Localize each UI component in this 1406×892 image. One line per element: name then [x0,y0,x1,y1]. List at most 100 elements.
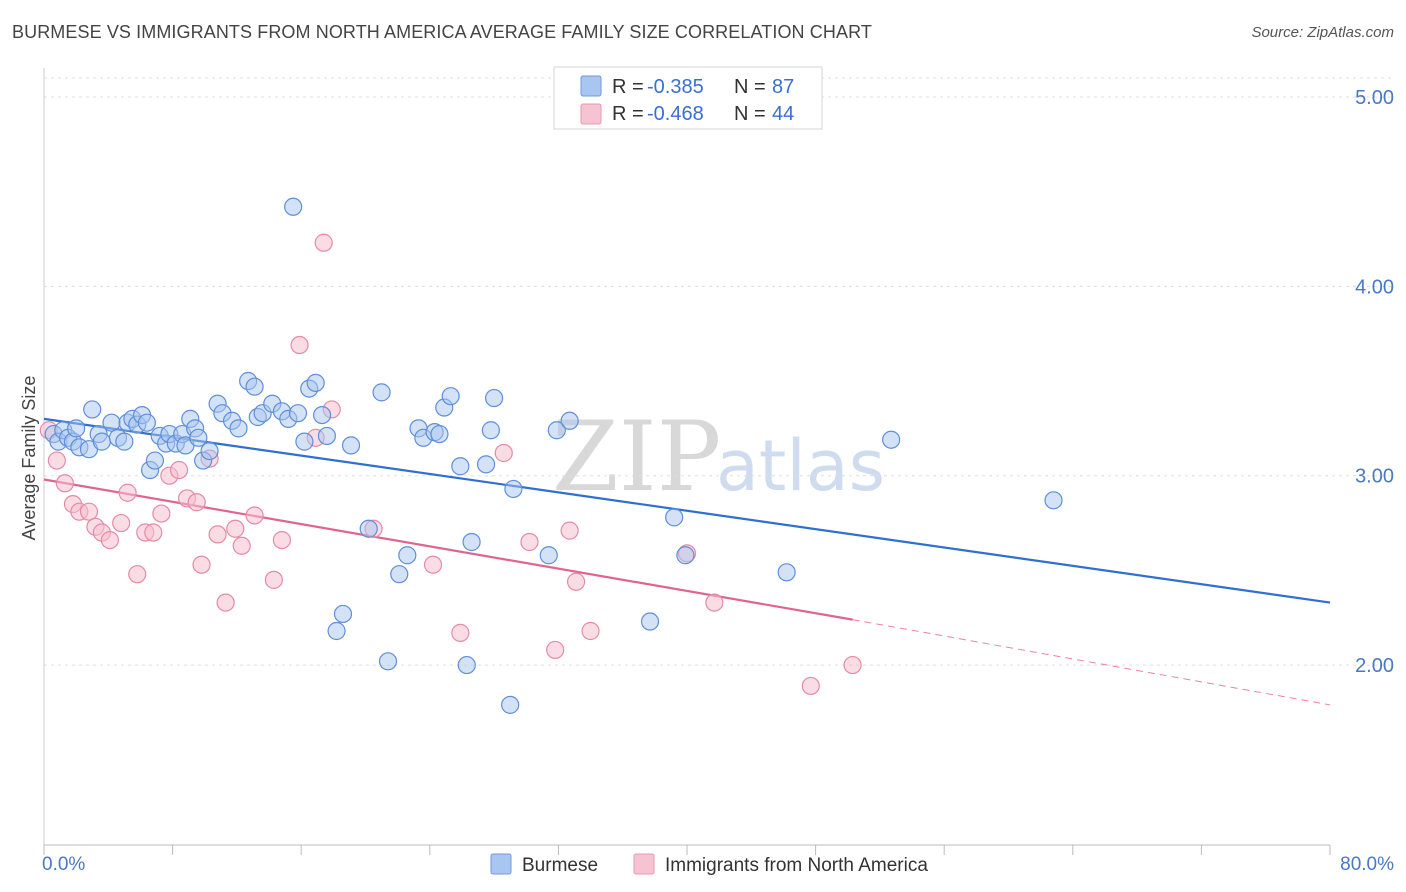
point-burmese-76 [665,508,684,527]
point-burmese-54 [372,383,391,402]
point-burmese-67 [476,455,496,474]
y-tick-label-0: 2.00 [1355,655,1394,677]
point-burmese-63 [441,387,460,406]
point-burmese-74 [560,411,579,430]
y-axis-label: Average Family Size [19,376,39,541]
point-burmese-18 [137,413,156,432]
point-burmese-52 [341,436,361,455]
watermark: ZIP atlas [552,401,885,513]
chart-source: Source: ZipAtlas.com [1251,24,1394,41]
point-burmese-20 [145,451,165,470]
point-immigrants-10 [118,483,137,502]
point-burmese-70 [501,695,520,714]
point-burmese-50 [327,621,346,641]
gridlines [44,77,1394,666]
point-burmese-79 [882,430,901,449]
x-tick-labels: 0.0% 80.0% [42,854,1394,875]
point-immigrants-42 [705,593,724,612]
point-immigrants-1 [47,451,66,470]
point-burmese-5 [67,419,86,438]
point-immigrants-19 [192,555,211,574]
stats-legend-swatch-immigrants [580,103,602,125]
point-immigrants-13 [144,523,163,542]
point-burmese-72 [539,546,558,565]
watermark-zip: ZIP [552,401,721,513]
stats-legend-n-label-immigrants: N = [734,103,766,125]
point-immigrants-2 [55,474,74,493]
x-tick-label-0: 0.0% [42,854,85,875]
point-burmese-44 [288,404,308,423]
point-immigrants-37 [546,640,565,660]
point-immigrants-40 [581,621,600,641]
point-burmese-56 [390,565,409,584]
point-immigrants-9 [112,513,131,533]
point-burmese-65 [457,655,476,675]
point-immigrants-18 [187,493,206,512]
series-legend-swatch-immigrants [633,853,655,875]
chart-title: BURMESE VS IMMIGRANTS FROM NORTH AMERICA… [12,22,872,42]
point-immigrants-44 [843,655,862,675]
point-immigrants-26 [264,570,283,589]
point-immigrants-25 [245,506,264,525]
data-points [39,197,1063,714]
point-immigrants-33 [423,555,443,574]
point-immigrants-38 [560,521,579,540]
point-burmese-45 [295,432,314,451]
point-immigrants-21 [208,525,227,544]
point-burmese-73 [547,421,566,440]
point-immigrants-11 [128,565,147,584]
point-immigrants-36 [520,532,539,552]
point-burmese-57 [398,546,417,565]
point-burmese-47 [306,373,325,393]
point-burmese-37 [245,377,264,396]
point-burmese-29 [189,428,208,447]
y-tick-label-1: 3.00 [1355,466,1394,488]
point-immigrants-24 [232,536,251,555]
trend-line-burmese [43,417,1331,604]
y-tick-labels: 2.00 3.00 4.00 5.00 [1355,87,1394,677]
point-burmese-49 [317,426,337,446]
point-burmese-35 [229,419,248,438]
point-immigrants-22 [216,593,235,612]
point-immigrants-14 [152,504,171,523]
stats-legend-swatch-burmese [580,75,602,97]
point-burmese-68 [481,421,500,440]
point-burmese-78 [777,563,796,582]
axes [43,68,1331,855]
point-burmese-64 [451,457,470,476]
series-legend: Burmese Immigrants from North America [490,853,928,876]
point-burmese-61 [430,424,449,444]
point-immigrants-8 [100,530,120,550]
point-burmese-71 [504,479,523,499]
watermark-atlas: atlas [716,425,885,507]
x-tick-label-1: 80.0% [1340,854,1394,875]
point-burmese-55 [378,652,398,671]
point-immigrants-5 [79,502,99,521]
stats-legend-r-value-burmese: -0.385 [647,76,704,98]
series-legend-swatch-burmese [490,853,512,875]
point-immigrants-27 [272,530,292,550]
point-immigrants-39 [566,572,586,591]
point-burmese-10 [92,432,111,451]
point-burmese-66 [462,532,481,552]
point-burmese-77 [676,546,695,565]
stats-legend: R = -0.385 N = 87 R = -0.468 N = 44 [553,66,823,130]
point-immigrants-28 [290,335,309,355]
point-immigrants-23 [226,519,245,538]
point-immigrants-34 [451,623,470,642]
point-burmese-48 [312,406,332,425]
point-immigrants-43 [801,676,820,696]
point-burmese-51 [333,604,353,624]
point-burmese-11 [102,413,121,432]
y-tick-label-3: 5.00 [1355,87,1394,109]
point-burmese-75 [640,612,660,631]
y-tick-label-2: 4.00 [1355,276,1394,298]
point-burmese-43 [284,197,303,216]
stats-legend-n-value-immigrants: 44 [772,103,794,125]
point-burmese-53 [359,519,378,538]
point-burmese-8 [83,400,102,419]
point-immigrants-16 [169,460,189,480]
stats-legend-n-value-burmese: 87 [772,76,794,98]
point-immigrants-35 [494,443,513,463]
